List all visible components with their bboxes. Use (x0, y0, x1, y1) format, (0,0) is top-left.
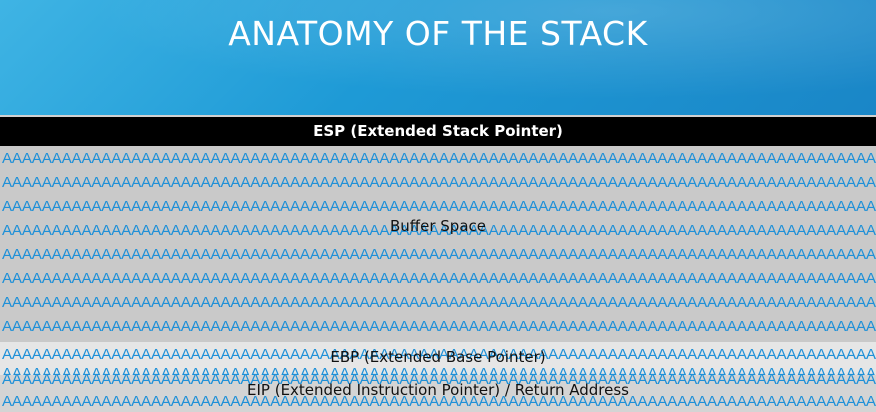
ebp-fill-row: AAAAAAAAAAAAAAAAAAAAAAAAAAAAAAAAAAAAAAAA… (2, 365, 876, 375)
slide-title: ANATOMY OF THE STACK (228, 14, 648, 53)
eip-fill-row: AAAAAAAAAAAAAAAAAAAAAAAAAAAAAAAAAAAAAAAA… (2, 393, 876, 410)
buffer-fill-row: AAAAAAAAAAAAAAAAAAAAAAAAAAAAAAAAAAAAAAAA… (2, 174, 876, 191)
esp-bar: ESP (Extended Stack Pointer) (0, 115, 876, 146)
banner-highlight (0, 0, 876, 115)
buffer-fill-row: AAAAAAAAAAAAAAAAAAAAAAAAAAAAAAAAAAAAAAAA… (2, 294, 876, 311)
title-banner: ANATOMY OF THE STACK (0, 0, 876, 115)
buffer-fill-row: AAAAAAAAAAAAAAAAAAAAAAAAAAAAAAAAAAAAAAAA… (2, 270, 876, 287)
buffer-fill-row: AAAAAAAAAAAAAAAAAAAAAAAAAAAAAAAAAAAAAAAA… (2, 222, 876, 239)
ebp-region: AAAAAAAAAAAAAAAAAAAAAAAAAAAAAAAAAAAAAAAA… (0, 342, 876, 375)
buffer-fill-row: AAAAAAAAAAAAAAAAAAAAAAAAAAAAAAAAAAAAAAAA… (2, 246, 876, 263)
buffer-fill-row: AAAAAAAAAAAAAAAAAAAAAAAAAAAAAAAAAAAAAAAA… (2, 150, 876, 167)
eip-fill-row: AAAAAAAAAAAAAAAAAAAAAAAAAAAAAAAAAAAAAAAA… (2, 375, 876, 388)
esp-label: ESP (Extended Stack Pointer) (313, 122, 563, 140)
eip-region: AAAAAAAAAAAAAAAAAAAAAAAAAAAAAAAAAAAAAAAA… (0, 375, 876, 412)
buffer-space-region: AAAAAAAAAAAAAAAAAAAAAAAAAAAAAAAAAAAAAAAA… (0, 146, 876, 342)
ebp-fill-row: AAAAAAAAAAAAAAAAAAAAAAAAAAAAAAAAAAAAAAAA… (2, 346, 876, 363)
buffer-fill-row: AAAAAAAAAAAAAAAAAAAAAAAAAAAAAAAAAAAAAAAA… (2, 198, 876, 215)
buffer-fill-row: AAAAAAAAAAAAAAAAAAAAAAAAAAAAAAAAAAAAAAAA… (2, 318, 876, 335)
